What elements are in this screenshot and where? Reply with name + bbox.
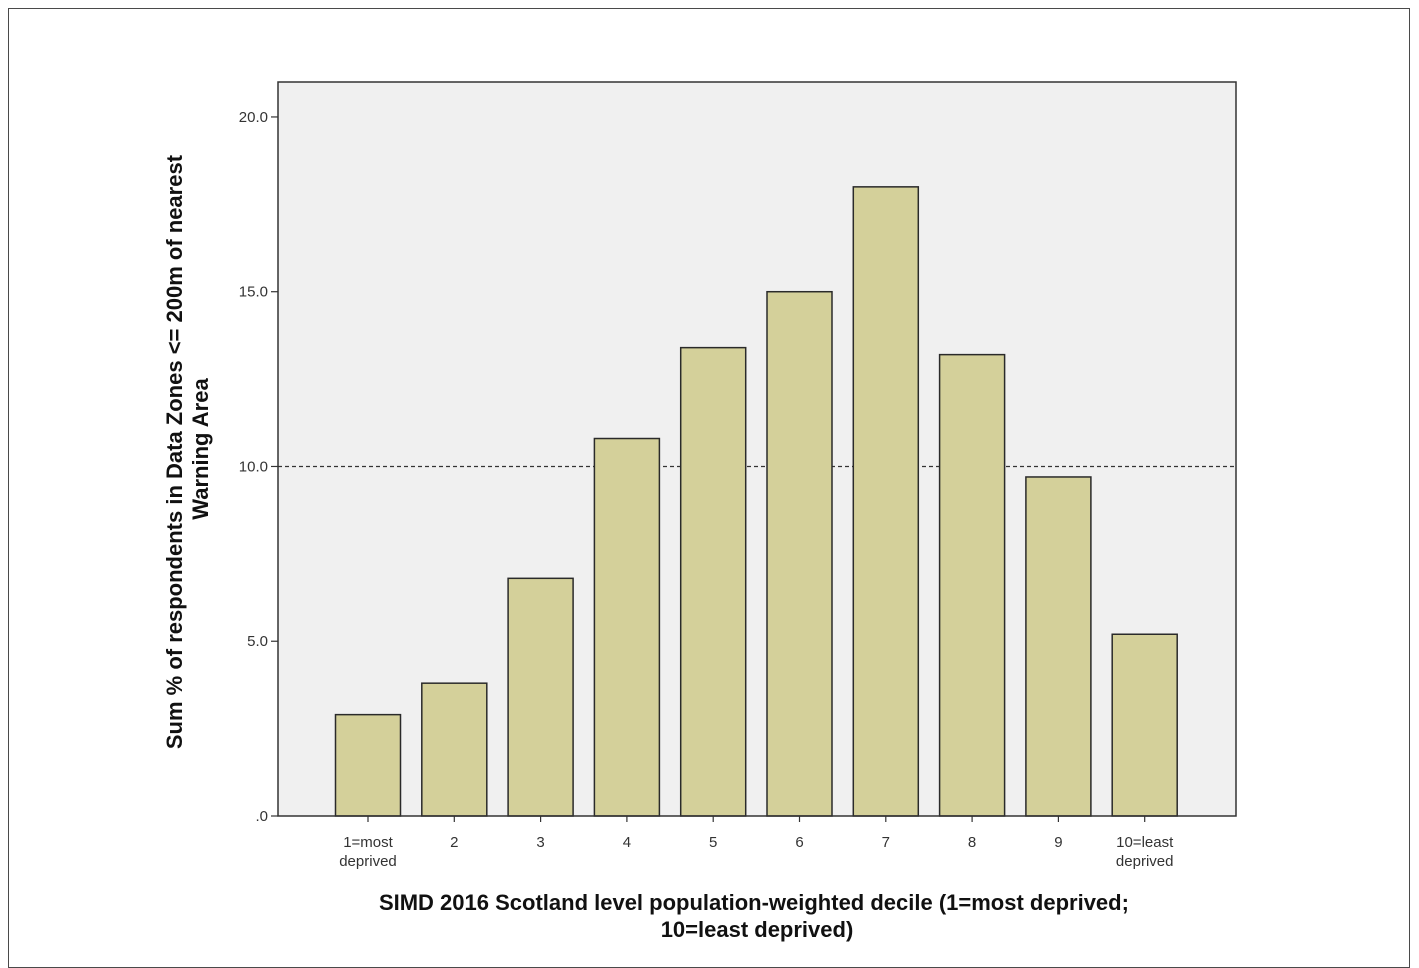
x-tick-label-3: 3 (536, 834, 544, 851)
x-tick-label-2: 2 (450, 834, 458, 851)
y-tick-label-0: .0 (255, 808, 268, 825)
bar-6 (766, 290, 833, 817)
bar-7 (852, 186, 920, 817)
x-tick-label-9: 9 (1054, 834, 1062, 851)
y-axis-title-line-2: Warning Area (188, 378, 213, 520)
bar-8 (938, 353, 1006, 817)
bar-5 (679, 346, 747, 817)
y-axis-ticks: .0 5.0 10.0 15.0 20.0 (239, 109, 278, 825)
x-tick-label-4: 4 (623, 834, 631, 851)
bar-2 (421, 682, 488, 817)
y-tick-label-2: 10.0 (239, 458, 268, 475)
y-axis-title-line-1: Sum % of respondents in Data Zones <= 20… (162, 154, 187, 749)
x-tick-label-1: 1=most deprived (339, 834, 397, 870)
y-tick-label-3: 15.0 (239, 284, 268, 301)
y-tick-label-1: 5.0 (247, 633, 268, 650)
bar-1 (334, 713, 402, 817)
plot-border (277, 81, 1237, 817)
x-axis-title-line-2: 10=least deprived) (661, 917, 854, 942)
x-tick-label-7: 7 (882, 834, 890, 851)
x-tick-label-8: 8 (968, 834, 976, 851)
bar-10 (1111, 633, 1178, 817)
bar-3 (507, 577, 574, 817)
x-axis-title-line-1: SIMD 2016 Scotland level population-weig… (379, 890, 1129, 915)
x-tick-label-5: 5 (709, 834, 717, 851)
y-tick-label-4: 20.0 (239, 109, 268, 126)
x-axis-title: SIMD 2016 Scotland level population-weig… (379, 890, 1135, 942)
x-tick-label-6: 6 (795, 834, 803, 851)
y-axis-title: Sum % of respondents in Data Zones <= 20… (162, 149, 213, 749)
x-tick-label-10: 10=least deprived (1116, 834, 1174, 870)
bar-4 (593, 437, 661, 817)
x-axis-ticks: 1=most deprived 2 3 4 5 6 7 8 9 10=least deprived (339, 816, 1174, 870)
bars-layer (334, 186, 1178, 817)
bar-9 (1025, 476, 1092, 817)
